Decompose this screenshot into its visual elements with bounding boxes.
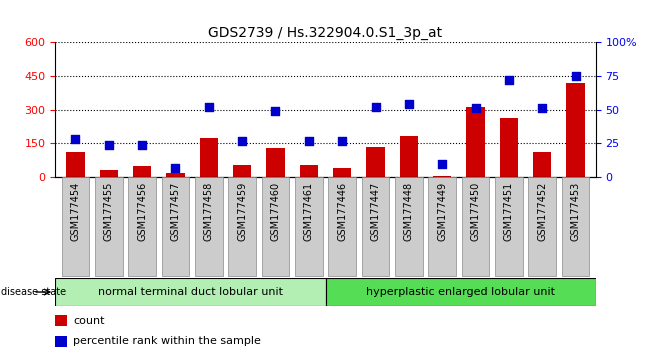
FancyBboxPatch shape xyxy=(462,177,490,276)
Bar xyxy=(100,170,118,177)
Bar xyxy=(299,165,318,177)
Point xyxy=(471,105,481,111)
Text: GSM177452: GSM177452 xyxy=(537,182,547,241)
Title: GDS2739 / Hs.322904.0.S1_3p_at: GDS2739 / Hs.322904.0.S1_3p_at xyxy=(208,26,443,40)
Bar xyxy=(55,315,67,326)
Text: GSM177447: GSM177447 xyxy=(370,182,381,241)
FancyBboxPatch shape xyxy=(55,278,325,306)
Text: GSM177448: GSM177448 xyxy=(404,182,414,241)
FancyBboxPatch shape xyxy=(328,177,356,276)
Point xyxy=(504,77,514,83)
Text: GSM177457: GSM177457 xyxy=(171,182,180,241)
Text: GSM177453: GSM177453 xyxy=(571,182,581,241)
FancyBboxPatch shape xyxy=(562,177,590,276)
FancyBboxPatch shape xyxy=(495,177,523,276)
Point xyxy=(70,137,81,142)
FancyBboxPatch shape xyxy=(295,177,323,276)
FancyBboxPatch shape xyxy=(362,177,389,276)
Point xyxy=(370,104,381,110)
Point xyxy=(570,73,581,79)
FancyBboxPatch shape xyxy=(161,177,189,276)
FancyBboxPatch shape xyxy=(195,177,223,276)
Bar xyxy=(566,83,585,177)
Bar xyxy=(400,136,418,177)
Text: normal terminal duct lobular unit: normal terminal duct lobular unit xyxy=(98,287,283,297)
FancyBboxPatch shape xyxy=(529,177,556,276)
Bar xyxy=(266,148,284,177)
Point xyxy=(237,138,247,143)
Text: GSM177446: GSM177446 xyxy=(337,182,347,241)
Bar xyxy=(533,152,551,177)
Text: GSM177449: GSM177449 xyxy=(437,182,447,241)
Point xyxy=(303,138,314,143)
Text: percentile rank within the sample: percentile rank within the sample xyxy=(74,336,261,346)
Bar xyxy=(433,176,451,177)
Text: count: count xyxy=(74,316,105,326)
Point xyxy=(104,142,114,148)
Text: GSM177456: GSM177456 xyxy=(137,182,147,241)
FancyBboxPatch shape xyxy=(128,177,156,276)
Text: GSM177455: GSM177455 xyxy=(104,182,114,241)
FancyBboxPatch shape xyxy=(229,177,256,276)
Bar xyxy=(500,118,518,177)
FancyBboxPatch shape xyxy=(61,177,89,276)
Text: hyperplastic enlarged lobular unit: hyperplastic enlarged lobular unit xyxy=(366,287,555,297)
Text: GSM177458: GSM177458 xyxy=(204,182,214,241)
FancyBboxPatch shape xyxy=(95,177,122,276)
FancyBboxPatch shape xyxy=(262,177,289,276)
Point xyxy=(337,138,348,143)
Text: GSM177461: GSM177461 xyxy=(304,182,314,241)
Point xyxy=(270,108,281,114)
Point xyxy=(437,161,447,166)
Text: GSM177459: GSM177459 xyxy=(237,182,247,241)
Text: GSM177451: GSM177451 xyxy=(504,182,514,241)
FancyBboxPatch shape xyxy=(326,278,596,306)
Bar xyxy=(55,336,67,347)
Bar xyxy=(367,147,385,177)
Text: GSM177454: GSM177454 xyxy=(70,182,80,241)
Bar xyxy=(466,108,485,177)
Bar xyxy=(133,166,151,177)
Text: GSM177450: GSM177450 xyxy=(471,182,480,241)
Bar xyxy=(200,138,218,177)
Point xyxy=(404,102,414,107)
Text: disease state: disease state xyxy=(1,287,66,297)
Bar xyxy=(166,172,185,177)
Point xyxy=(537,105,547,111)
Point xyxy=(170,165,180,170)
Bar xyxy=(66,152,85,177)
FancyBboxPatch shape xyxy=(395,177,422,276)
Point xyxy=(137,142,147,148)
Point xyxy=(204,104,214,110)
FancyBboxPatch shape xyxy=(428,177,456,276)
Bar xyxy=(333,168,352,177)
Text: GSM177460: GSM177460 xyxy=(270,182,281,241)
Bar xyxy=(233,165,251,177)
